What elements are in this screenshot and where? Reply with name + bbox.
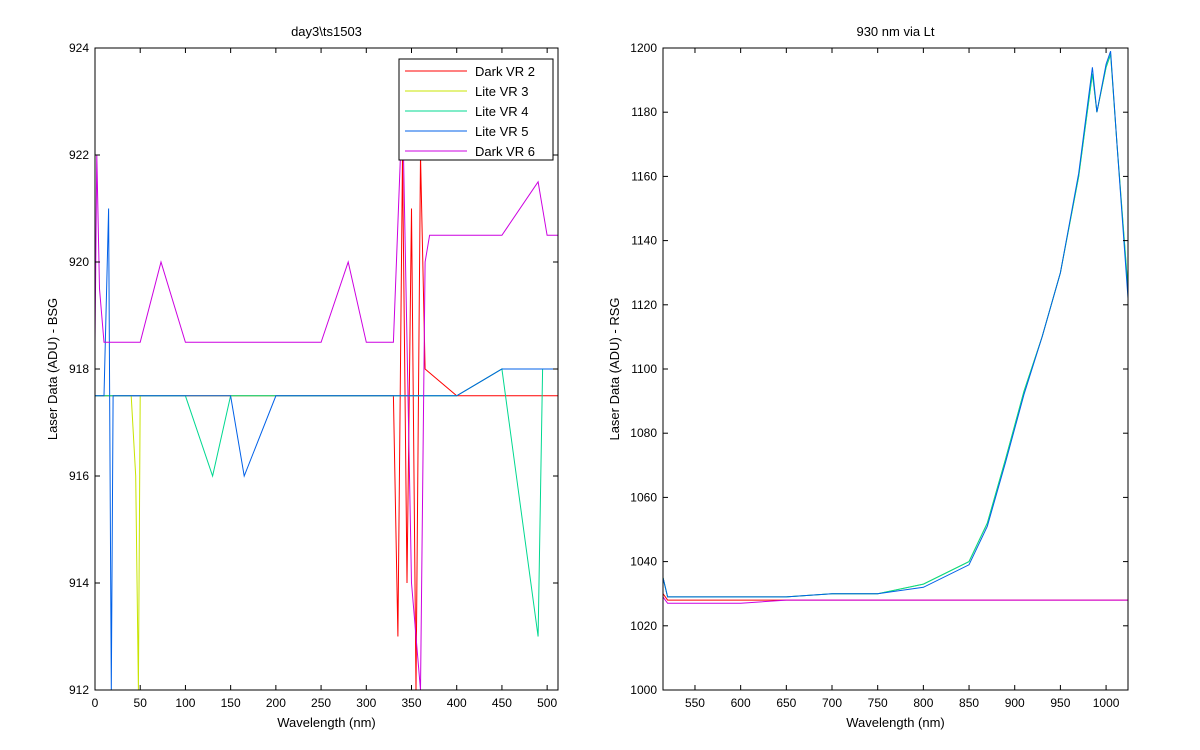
legend-label-lite-vr-5: Lite VR 5 [475,124,528,139]
series-group [95,101,558,690]
series-line-lite-vr-5 [663,51,1128,598]
x-tick-label: 900 [1005,696,1025,710]
y-tick-label: 1000 [630,683,657,697]
y-tick-label: 1140 [631,234,657,248]
y-tick-label: 912 [69,683,89,697]
x-tick-label: 550 [685,696,705,710]
legend-label-dark-vr-2: Dark VR 2 [475,64,535,79]
y-tick-label: 1180 [631,105,657,119]
series-line-dark-vr-6 [95,101,558,690]
x-axis-label: Wavelength (nm) [846,715,945,730]
x-tick-label: 100 [175,696,195,710]
series-line-lite-vr-4 [95,368,558,637]
y-tick-label: 1120 [631,298,657,312]
chart-title: day3\ts1503 [291,24,362,39]
y-tick-label: 1160 [631,169,657,183]
x-tick-label: 50 [134,696,148,710]
legend-label-dark-vr-6: Dark VR 6 [475,144,535,159]
x-tick-label: 850 [959,696,979,710]
legend: Dark VR 2 Lite VR 3 Lite VR 4 Lite VR 5 Dark… [398,58,554,161]
series-line-lite-vr-4 [663,54,1128,598]
x-tick-label: 750 [868,696,888,710]
x-tick-label: 450 [492,696,512,710]
x-tick-label: 950 [1050,696,1070,710]
series-group [663,51,1128,604]
y-tick-label: 916 [69,469,89,483]
x-tick-label: 400 [447,696,467,710]
legend-label-lite-vr-4: Lite VR 4 [475,104,528,119]
y-axis-label: Laser Data (ADU) - BSG [45,298,60,440]
x-tick-label: 250 [311,696,331,710]
chart-panel-right: 550 600 650 700 750 800 850 900 950 1000 1000 1020 1… [607,24,1129,730]
y-tick-label: 914 [69,576,89,590]
x-axis-label: Wavelength (nm) [277,715,376,730]
axes-box [662,47,1129,691]
chart-panel-left: 0 50 100 150 200 250 300 350 400 450 500 912 914 916 9… [45,24,559,730]
x-tick-label: 350 [401,696,421,710]
series-line-lite-vr-5 [95,208,558,690]
y-tick-label: 1200 [630,41,657,55]
x-tick-label: 0 [92,696,99,710]
series-line-dark-vr-6 [663,596,1128,604]
y-tick-label: 1040 [630,555,657,569]
x-tick-label: 500 [537,696,557,710]
x-tick-label: 600 [731,696,751,710]
x-tick-label: 700 [822,696,842,710]
legend-box [398,58,554,161]
y-tick-label: 1060 [630,490,657,504]
x-tick-label: 300 [356,696,376,710]
legend-label-lite-vr-3: Lite VR 3 [475,84,528,99]
series-line-lite-vr-3 [663,54,1128,598]
x-tick-label: 150 [221,696,241,710]
x-tick-label: 800 [913,696,933,710]
y-tick-label: 1100 [631,362,657,376]
y-tick-label: 924 [69,41,89,55]
y-axis-label: Laser Data (ADU) - RSG [607,297,622,440]
y-tick-label: 1020 [630,619,657,633]
y-tick-label: 920 [69,255,89,269]
x-tick-label: 200 [266,696,286,710]
x-tick-label: 650 [776,696,796,710]
chart-title: 930 nm via Lt [856,24,934,39]
x-tick-label: 1000 [1093,696,1120,710]
y-tick-label: 1080 [630,426,657,440]
y-tick-label: 922 [69,148,89,162]
series-line-lite-vr-3 [95,368,558,690]
y-tick-label: 918 [69,362,89,376]
